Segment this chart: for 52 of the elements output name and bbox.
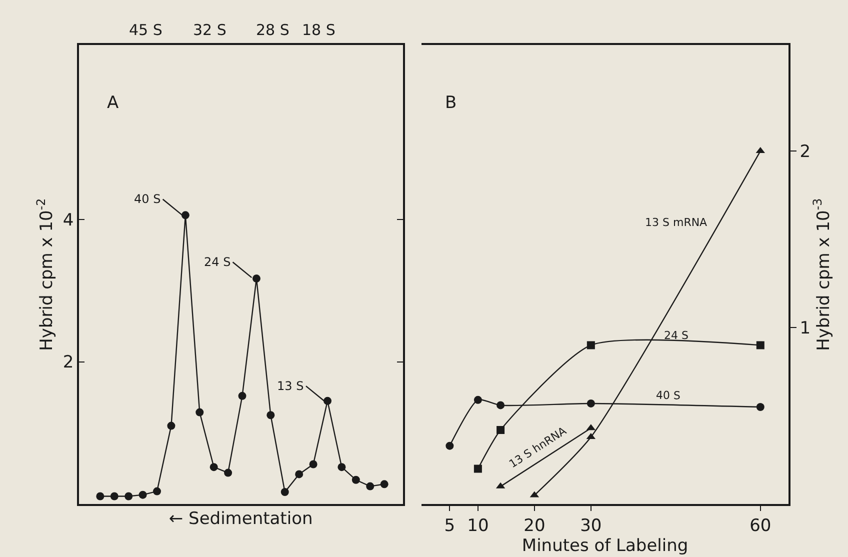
- point: [280, 488, 289, 496]
- x-axis-title: Minutes of Labeling: [522, 536, 688, 556]
- x-axis-title: ← Sedimentation: [168, 509, 313, 530]
- point: [309, 460, 318, 468]
- point: [756, 402, 764, 411]
- point: [167, 422, 176, 430]
- text: 18 S: [302, 21, 336, 39]
- point: [96, 492, 104, 500]
- point: [210, 463, 218, 472]
- point: [474, 396, 482, 404]
- series-label: 13 S mRNA: [645, 216, 708, 229]
- annotation: 40 S: [134, 192, 161, 206]
- y-tick-label: 4: [62, 210, 74, 230]
- point: [138, 490, 147, 499]
- point: [196, 408, 204, 416]
- series-label: 24 S: [664, 329, 688, 342]
- point: [295, 470, 304, 478]
- annotation: 13 S: [277, 379, 304, 393]
- point: [496, 426, 505, 434]
- point: [496, 401, 505, 410]
- point: [266, 411, 275, 420]
- y2-tick-label: 2: [800, 142, 811, 162]
- point: [238, 392, 246, 400]
- annotation: A: [107, 93, 119, 113]
- point: [474, 464, 482, 473]
- point: [153, 487, 162, 496]
- x-tick-label: 20: [524, 516, 546, 536]
- point: [124, 492, 133, 500]
- point: [324, 396, 332, 405]
- series-label: 40 S: [656, 388, 681, 402]
- point: [338, 463, 346, 472]
- point: [352, 476, 360, 484]
- point: [380, 480, 388, 488]
- text: 28 S: [256, 21, 290, 39]
- point: [756, 341, 764, 350]
- x-tick-label: 5: [444, 516, 456, 536]
- point: [586, 399, 595, 408]
- point: [586, 341, 595, 350]
- point: [224, 468, 232, 477]
- point: [110, 492, 118, 500]
- x-tick-label: 10: [467, 516, 489, 536]
- text: 32 S: [193, 21, 226, 39]
- y2-tick-label: 1: [800, 318, 811, 339]
- point: [366, 482, 374, 490]
- annotation: B: [445, 93, 457, 113]
- text: 45 S: [129, 21, 162, 39]
- point: [181, 211, 190, 220]
- x-tick-label: 30: [580, 516, 602, 536]
- point: [446, 442, 454, 450]
- point: [252, 274, 260, 283]
- x-tick-label: 60: [750, 516, 772, 536]
- annotation: 24 S: [204, 255, 231, 269]
